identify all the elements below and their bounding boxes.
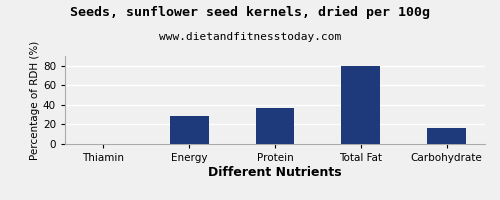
Bar bbox=[256, 108, 294, 144]
Bar bbox=[342, 66, 380, 144]
X-axis label: Different Nutrients: Different Nutrients bbox=[208, 166, 342, 179]
Text: www.dietandfitnesstoday.com: www.dietandfitnesstoday.com bbox=[159, 32, 341, 42]
Bar bbox=[428, 128, 466, 144]
Bar bbox=[170, 116, 208, 144]
Y-axis label: Percentage of RDH (%): Percentage of RDH (%) bbox=[30, 40, 40, 160]
Text: Seeds, sunflower seed kernels, dried per 100g: Seeds, sunflower seed kernels, dried per… bbox=[70, 6, 430, 19]
